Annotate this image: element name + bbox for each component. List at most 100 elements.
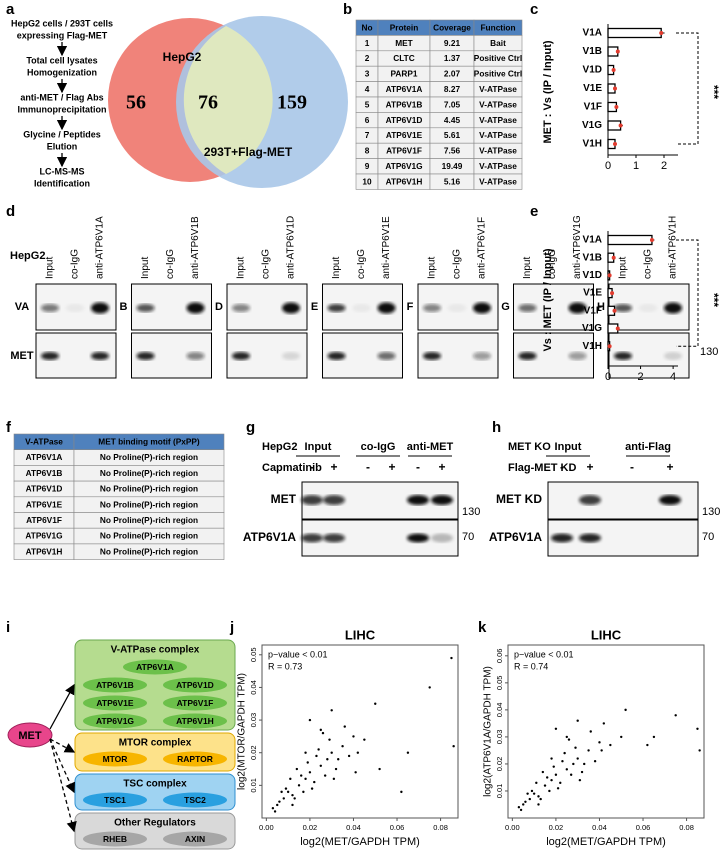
y-tick-label: 0.02 xyxy=(495,757,504,772)
blot-band xyxy=(664,302,682,314)
scatter-point xyxy=(583,762,586,766)
panel-letter: c xyxy=(530,1,538,18)
scatter-point xyxy=(565,768,568,771)
mw-marker: 130 xyxy=(702,506,720,518)
sign: - xyxy=(630,460,634,474)
y-tick-label: 0.05 xyxy=(249,647,258,662)
table-header: Protein xyxy=(390,22,419,32)
table-text: V-ATPase xyxy=(479,161,517,171)
sign: - xyxy=(416,460,420,474)
member-label: RAPTOR xyxy=(177,754,213,764)
y-tick-label: 0.02 xyxy=(249,745,258,760)
table-text: 9 xyxy=(365,161,370,171)
bar-dot xyxy=(618,123,623,128)
member-node xyxy=(83,677,147,693)
row-label: D xyxy=(215,301,223,313)
table-text: 7.05 xyxy=(444,99,461,109)
scatter-point xyxy=(378,767,381,771)
scatter-point xyxy=(550,757,553,760)
blot-band xyxy=(41,352,59,360)
y-tick-label: 0.03 xyxy=(495,730,504,745)
blot-band xyxy=(614,304,632,312)
blot-band xyxy=(41,304,59,312)
x-tick-label: 0 xyxy=(605,160,611,172)
blot-band xyxy=(551,533,573,543)
significance: *** xyxy=(707,85,721,99)
table-text: 7.56 xyxy=(444,146,461,156)
scatter-point xyxy=(337,758,340,761)
bar-dot xyxy=(615,326,620,331)
table-text: ATP6V1E xyxy=(386,130,423,140)
category-label: V1D xyxy=(583,270,602,281)
scatter-point xyxy=(587,749,590,752)
scatter-point xyxy=(646,743,649,747)
sign: - xyxy=(366,460,370,474)
blot-band xyxy=(568,302,587,314)
bar-dot xyxy=(607,273,612,278)
blot-band xyxy=(431,495,453,505)
x-tick-label: 0.04 xyxy=(592,823,607,832)
y-tick-label: 0.04 xyxy=(249,680,258,695)
blot-band xyxy=(473,302,491,314)
lane-label: co-IgG xyxy=(643,249,654,279)
x-tick-label: 0.00 xyxy=(505,823,520,832)
annotation: R = 0.73 xyxy=(268,661,302,671)
scatter-point xyxy=(321,731,325,735)
y-axis-label: log2(MTOR/GAPDH TPM) xyxy=(237,673,248,790)
annotation: p−value < 0.01 xyxy=(268,649,328,659)
row-label: H xyxy=(597,301,605,313)
row-label: MET xyxy=(271,492,297,506)
scatter-point xyxy=(293,797,296,800)
y-tick-label: 0.03 xyxy=(249,713,258,728)
scatter-point xyxy=(598,741,601,744)
mw-marker: 130 xyxy=(700,346,718,358)
y-axis-label: MET : Vs (IP / Input) xyxy=(542,40,554,143)
category-label: V1A xyxy=(583,28,602,39)
workflow-step: LC-MS-MS xyxy=(40,166,85,176)
scatter-point xyxy=(535,781,538,785)
panel-letter: i xyxy=(6,619,10,636)
scatter-point xyxy=(559,781,562,785)
x-axis-label: log2(MET/GAPDH TPM) xyxy=(300,836,420,848)
y-tick-label: 0.05 xyxy=(495,676,504,691)
table-text: ATP6V1G xyxy=(25,531,62,541)
scatter-point xyxy=(343,725,346,728)
row-label: ATP6V1A xyxy=(243,530,296,544)
workflow-step: Elution xyxy=(47,141,78,151)
blot-band xyxy=(323,533,345,543)
panel-letter: b xyxy=(343,1,352,18)
group-title: Other Regulators xyxy=(114,818,196,829)
cell-line: HepG2 xyxy=(262,441,297,453)
member-node xyxy=(163,695,227,711)
scatter-point xyxy=(308,718,312,722)
scatter-point xyxy=(332,777,336,781)
blot-band xyxy=(232,304,250,312)
table-text: ATP6V1B xyxy=(26,468,63,478)
blot-band xyxy=(91,352,109,360)
table-text: 7 xyxy=(365,130,370,140)
row-label: VA xyxy=(15,301,30,313)
scatter-point xyxy=(698,749,701,752)
bar-dot xyxy=(612,308,617,313)
x-tick-label: 0 xyxy=(605,371,611,383)
table-text: 8 xyxy=(365,146,370,156)
scatter-point xyxy=(308,771,312,774)
scatter-point xyxy=(363,738,366,741)
table-text: PARP1 xyxy=(390,69,417,79)
scatter-point xyxy=(347,754,351,758)
lane-label: Input xyxy=(140,257,151,279)
table-text: 8.27 xyxy=(444,84,461,94)
table-text: 9.21 xyxy=(444,38,461,48)
table-text: CLTC xyxy=(393,53,415,63)
scatter-point xyxy=(315,754,318,758)
workflow-step: Immunoprecipitation xyxy=(17,104,106,114)
scatter-point xyxy=(517,805,521,809)
scatter-point xyxy=(300,774,303,777)
workflow-step: Glycine / Peptides xyxy=(23,129,101,139)
scatter-point xyxy=(652,735,656,739)
blot-band xyxy=(473,352,491,360)
scatter-point xyxy=(334,767,338,771)
scatter-point xyxy=(674,714,677,717)
mw-marker: 70 xyxy=(462,531,474,543)
scatter-point xyxy=(356,751,360,754)
